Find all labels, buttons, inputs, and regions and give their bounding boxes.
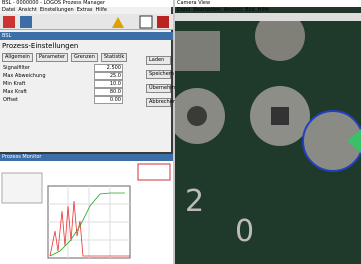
icon[interactable] [20,16,32,28]
pcb-marking: 2 [185,184,204,219]
icon[interactable] [157,16,169,28]
legend-box [138,164,170,180]
icon[interactable] [140,16,152,28]
field-value[interactable]: 0.00 [94,96,123,104]
camera-title: Camera View [175,0,361,7]
field-value[interactable]: 25.0 [94,72,123,80]
menu-item[interactable]: Extras [77,7,93,13]
field-row: Min Kraft 10.0 [3,80,123,88]
camera-image: 2 0 [175,21,361,264]
toolbar [0,14,173,30]
field-row: Max Abweichung 25.0 [3,72,123,80]
tab[interactable]: Parameter [36,53,68,62]
icon[interactable] [3,16,15,28]
tab[interactable]: Statistik [101,53,127,62]
field-label: Max Abweichung [3,73,46,79]
field-value[interactable]: 80.0 [94,88,123,96]
left-window: BSL - 0000000 - LOGOS Prozess Manager Da… [0,0,173,264]
field-label: Min Kraft [3,81,26,87]
options-box [2,173,42,203]
window-title: BSL - 0000000 - LOGOS Prozess Manager [0,0,173,7]
tab[interactable]: Grenzen [71,53,98,62]
menu-item[interactable]: Datei [2,7,15,13]
tab[interactable]: Allgemein [2,53,33,62]
field-row: Max Kraft 80.0 [3,88,123,96]
field-value[interactable]: 2.500 [94,64,123,72]
monitor-plot [0,161,173,264]
pcb-marking: 0 [235,214,254,249]
button[interactable]: Abbrechen [146,98,171,107]
menu-item[interactable]: Einstellungen [40,7,74,13]
button[interactable]: Übernehmen [146,84,171,93]
menu-item[interactable]: Ansicht [18,7,36,13]
panel-title: Prozess-Einstellungen [2,42,78,50]
field-label: Offset [3,97,18,103]
toolbar-icons [0,14,173,30]
field-label: Signalfilter [3,65,30,71]
icon[interactable] [112,17,124,28]
camera-toolbar [175,13,361,21]
monitor-title: Prozess Monitor [0,154,173,161]
field-value[interactable]: 10.0 [94,80,123,88]
buttons: Laden Speichern Übernehmen Abbrechen [146,56,171,107]
button[interactable]: Speichern [146,70,171,79]
field-row: Signalfilter 2.500 [3,64,123,72]
monitor-window: Prozess Monitor [0,152,173,264]
button[interactable]: Laden [146,56,171,65]
menu-item[interactable]: Hilfe [96,7,107,13]
screen: BSL - 0000000 - LOGOS Prozess Manager Da… [0,0,361,264]
panel-titlebar: BSL [0,32,173,40]
field-row: Offset 0.00 [3,96,123,104]
field-label: Max Kraft [3,89,27,95]
